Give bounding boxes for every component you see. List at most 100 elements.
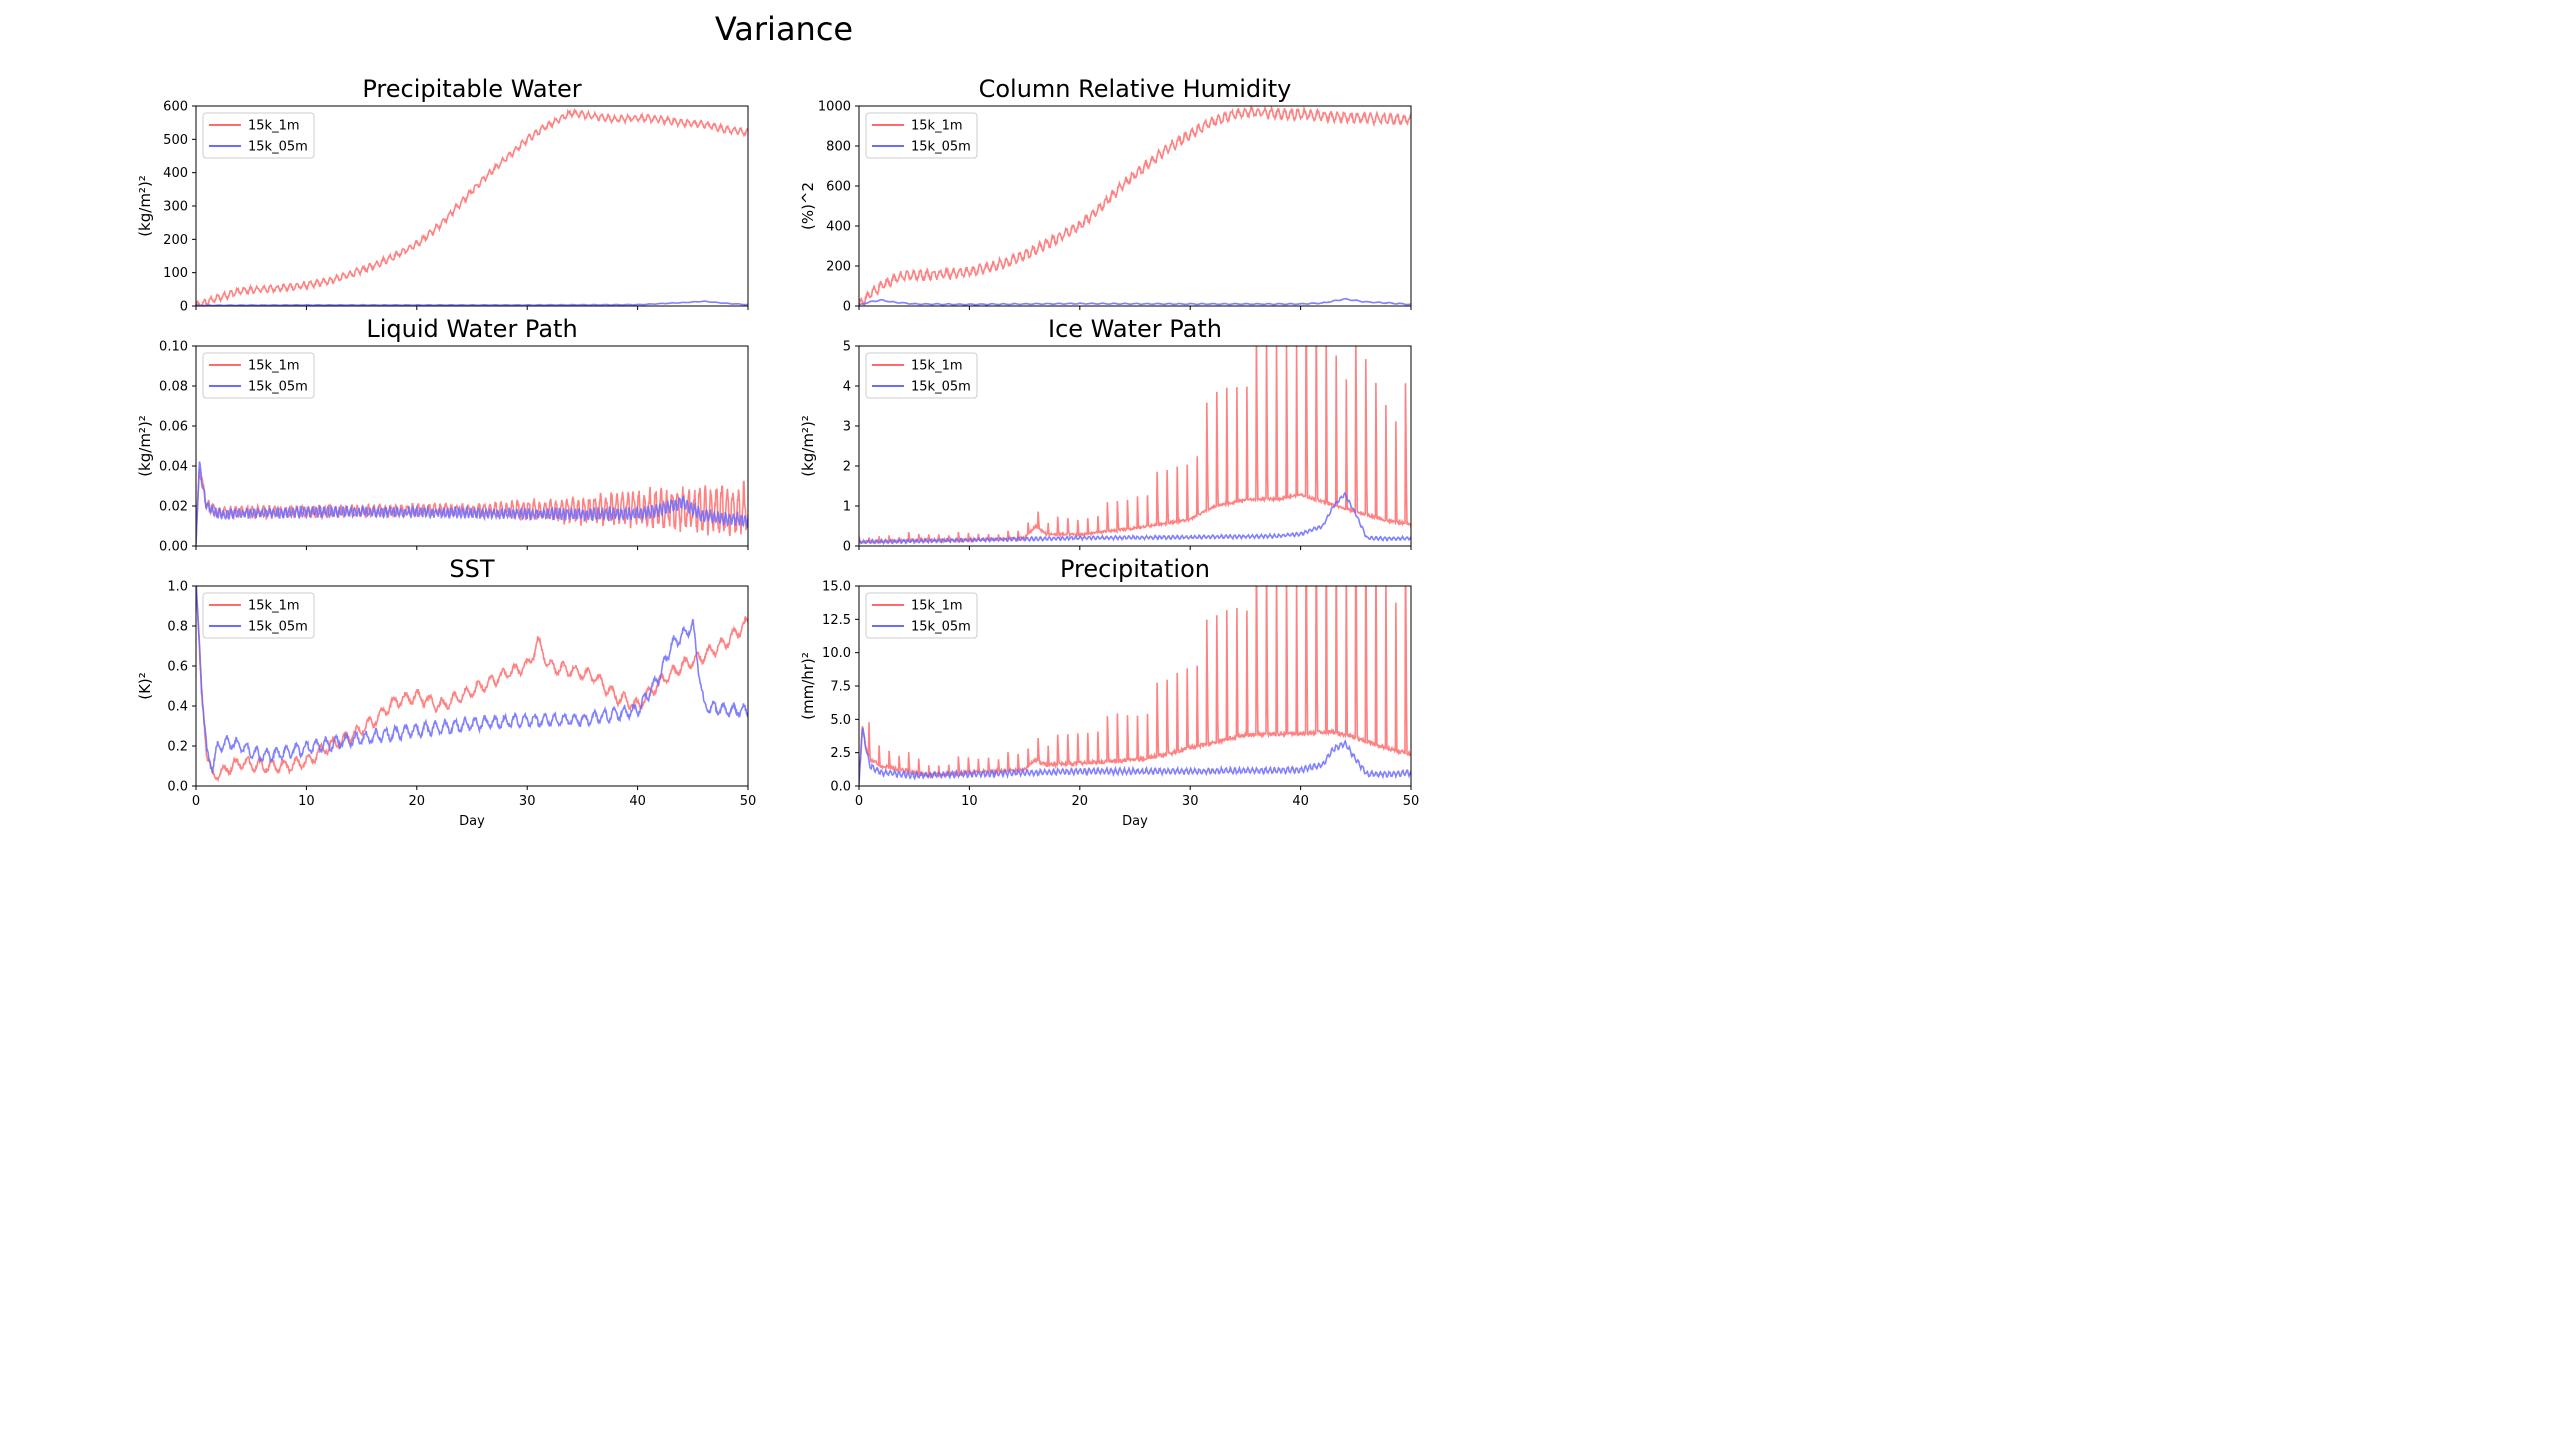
y-tick-label: 0.06 <box>159 420 188 435</box>
subplot-3: 0.00 0.02 0.04 0.06 0.08 0.10 Liquid Water Pat… <box>136 315 749 555</box>
y-axis-label: (kg/m²)² <box>136 415 154 477</box>
series-line-15k_1m <box>859 106 1411 306</box>
y-tick-label: 0 <box>843 540 851 555</box>
legend-label: 15k_05m <box>248 140 308 155</box>
series-line-15k_05m <box>196 300 748 306</box>
x-tick-label: 40 <box>629 794 646 809</box>
y-tick-label: 0.10 <box>159 340 188 355</box>
series-group <box>196 586 748 783</box>
axes-frame <box>195 345 749 547</box>
y-tick-label: 200 <box>826 260 851 275</box>
subplot-4: 0 1 2 3 4 5 Ice Water Path (kg/m²)² 15k_1m 15k_05… <box>799 315 1412 555</box>
x-tick-label: 30 <box>1182 794 1199 809</box>
x-tick-label: 20 <box>409 794 426 809</box>
x-tick-label: 40 <box>1292 794 1309 809</box>
legend-label: 15k_1m <box>248 359 300 374</box>
series-line-15k_05m <box>196 586 748 774</box>
series-line-15k_05m <box>859 727 1411 784</box>
y-tick-label: 5.0 <box>830 713 851 728</box>
x-tick-label: 0 <box>192 794 200 809</box>
series-line-15k_05m <box>196 461 748 544</box>
y-tick-label: 0.0 <box>830 780 851 795</box>
figure-title: Variance <box>714 10 854 48</box>
y-tick-label: 0.6 <box>167 660 188 675</box>
series-line-15k_1m <box>196 107 748 306</box>
subplot-2: 0 200 400 600 800 1000 Column Relative Humidit… <box>799 75 1412 315</box>
y-tick-label: 1000 <box>818 100 851 115</box>
axes-frame <box>858 345 1412 547</box>
y-tick-label: 100 <box>163 266 188 281</box>
x-tick-label: 20 <box>1072 794 1089 809</box>
y-tick-label: 200 <box>163 233 188 248</box>
series-group <box>859 346 1411 546</box>
x-tick-label: 50 <box>1403 794 1420 809</box>
series-group <box>196 461 748 546</box>
legend-label: 15k_1m <box>911 599 963 614</box>
y-tick-label: 0.00 <box>159 540 188 555</box>
series-group <box>859 586 1411 786</box>
y-tick-label: 0 <box>843 300 851 315</box>
y-axis-label: (mm/hr)² <box>799 652 817 720</box>
subplot-1: 0 100 200 300 400 500 600 Precipitable Water (kg… <box>136 75 749 315</box>
legend-label: 15k_05m <box>911 620 971 635</box>
y-tick-label: 0 <box>180 300 188 315</box>
y-tick-label: 7.5 <box>830 680 851 695</box>
series-group <box>859 106 1411 306</box>
y-tick-label: 2.5 <box>830 746 851 761</box>
axes-frame <box>858 105 1412 307</box>
y-tick-label: 10.0 <box>822 646 851 661</box>
y-tick-label: 5 <box>843 340 851 355</box>
y-axis-label: (kg/m²)² <box>136 175 154 237</box>
legend-label: 15k_1m <box>911 119 963 134</box>
legend-label: 15k_05m <box>911 140 971 155</box>
y-tick-label: 3 <box>843 420 851 435</box>
y-axis-label: (K)² <box>136 672 154 700</box>
subplot-5: 0.0 0.2 0.4 0.6 0.8 1.0 0 10 20 30 40 50 SST (K)² Day 1… <box>136 555 756 829</box>
y-tick-label: 4 <box>843 380 851 395</box>
axes-frame <box>195 585 749 787</box>
series-group <box>196 107 748 306</box>
y-tick-label: 0.08 <box>159 380 188 395</box>
y-tick-label: 2 <box>843 460 851 475</box>
y-tick-label: 1.0 <box>167 580 188 595</box>
y-tick-label: 600 <box>163 100 188 115</box>
y-tick-label: 0.8 <box>167 620 188 635</box>
y-tick-label: 500 <box>163 133 188 148</box>
series-line-15k_05m <box>859 491 1411 546</box>
y-tick-label: 1 <box>843 500 851 515</box>
legend-label: 15k_05m <box>911 380 971 395</box>
x-tick-label: 50 <box>740 794 757 809</box>
x-tick-label: 30 <box>519 794 536 809</box>
y-tick-label: 800 <box>826 140 851 155</box>
y-tick-label: 300 <box>163 200 188 215</box>
subplot-6: 0.0 2.5 5.0 7.5 10.0 12.5 15.0 0 10 20 30 40 50 Preci… <box>799 555 1420 829</box>
subplot-title: Liquid Water Path <box>366 315 577 343</box>
y-tick-label: 0.2 <box>167 740 188 755</box>
legend-label: 15k_1m <box>911 359 963 374</box>
legend-label: 15k_1m <box>248 119 300 134</box>
x-axis-label: Day <box>459 814 485 829</box>
y-tick-label: 0.4 <box>167 700 188 715</box>
series-line-15k_1m <box>196 586 748 783</box>
x-tick-label: 10 <box>961 794 978 809</box>
y-tick-label: 12.5 <box>822 613 851 628</box>
y-tick-label: 0.04 <box>159 460 188 475</box>
subplot-title: Precipitable Water <box>362 75 581 103</box>
y-tick-label: 15.0 <box>822 580 851 595</box>
y-tick-label: 0.0 <box>167 780 188 795</box>
y-axis-label: (%)^2 <box>799 182 817 230</box>
legend-label: 15k_05m <box>248 380 308 395</box>
subplot-title: Precipitation <box>1060 555 1210 583</box>
subplot-title: Column Relative Humidity <box>979 75 1292 103</box>
legend-label: 15k_1m <box>248 599 300 614</box>
y-axis-label: (kg/m²)² <box>799 415 817 477</box>
x-axis-label: Day <box>1122 814 1148 829</box>
legend-label: 15k_05m <box>248 620 308 635</box>
figure: Variance 0 100 200 300 400 500 600 Precipitable… <box>0 0 1568 882</box>
series-line-15k_05m <box>859 297 1411 306</box>
y-tick-label: 400 <box>163 166 188 181</box>
y-tick-label: 400 <box>826 220 851 235</box>
y-tick-label: 0.02 <box>159 500 188 515</box>
subplot-title: Ice Water Path <box>1048 315 1222 343</box>
